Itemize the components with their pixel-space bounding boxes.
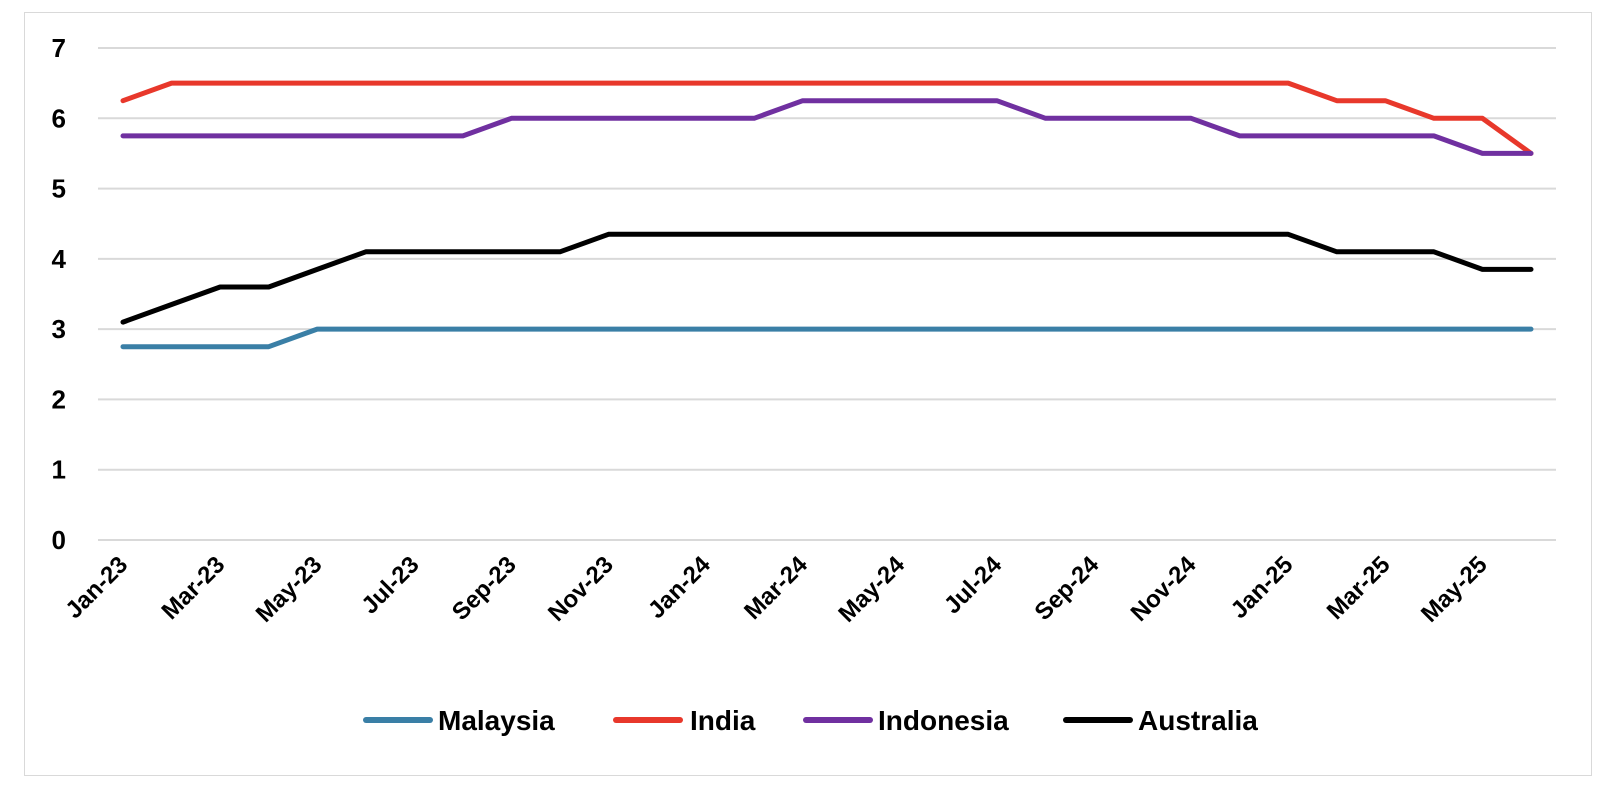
- y-axis-ticks: 0 1 2 3 4 5 6 7: [52, 33, 67, 555]
- series-line-indonesia: [120, 98, 1534, 156]
- series-line-india: [120, 80, 1534, 156]
- legend-label-india: India: [690, 705, 756, 736]
- y-tick-label: 4: [52, 244, 67, 274]
- x-axis-ticks: Jan-23 Mar-23 May-23 Jul-23 Sep-23 Nov-23 Jan-…: [60, 551, 1492, 628]
- x-tick-label: Nov-23: [543, 551, 619, 627]
- chart-frame: [24, 12, 1592, 776]
- x-tick-label: Nov-24: [1126, 551, 1202, 627]
- series-lines: [120, 80, 1534, 350]
- y-tick-label: 2: [52, 384, 66, 414]
- series-line-malaysia: [120, 326, 1534, 350]
- gridlines: [98, 47, 1556, 541]
- y-tick-label: 6: [52, 103, 66, 133]
- y-tick-label: 0: [52, 525, 66, 555]
- x-tick-label: Jan-25: [1226, 551, 1299, 624]
- y-tick-label: 1: [52, 455, 66, 485]
- legend-label-malaysia: Malaysia: [438, 705, 555, 736]
- x-tick-label: Jan-24: [643, 551, 716, 624]
- x-tick-label: Jul-24: [939, 551, 1008, 620]
- x-tick-label: May-25: [1416, 551, 1493, 628]
- legend-label-australia: Australia: [1138, 705, 1258, 736]
- legend-label-indonesia: Indonesia: [878, 705, 1009, 736]
- series-line-australia: [120, 231, 1534, 325]
- x-tick-label: Mar-25: [1322, 551, 1396, 625]
- legend: Malaysia India Indonesia Australia: [363, 705, 1258, 736]
- y-tick-label: 7: [52, 33, 66, 63]
- x-tick-label: Sep-23: [447, 551, 522, 626]
- x-tick-label: Sep-24: [1030, 551, 1105, 626]
- x-tick-label: Mar-23: [157, 551, 231, 625]
- x-tick-label: Jan-23: [60, 551, 133, 624]
- y-tick-label: 5: [52, 174, 66, 204]
- x-tick-label: May-23: [251, 551, 328, 628]
- y-tick-label: 3: [52, 314, 66, 344]
- x-tick-label: Mar-24: [739, 551, 813, 625]
- x-tick-label: May-24: [833, 551, 910, 628]
- x-tick-label: Jul-23: [356, 551, 424, 619]
